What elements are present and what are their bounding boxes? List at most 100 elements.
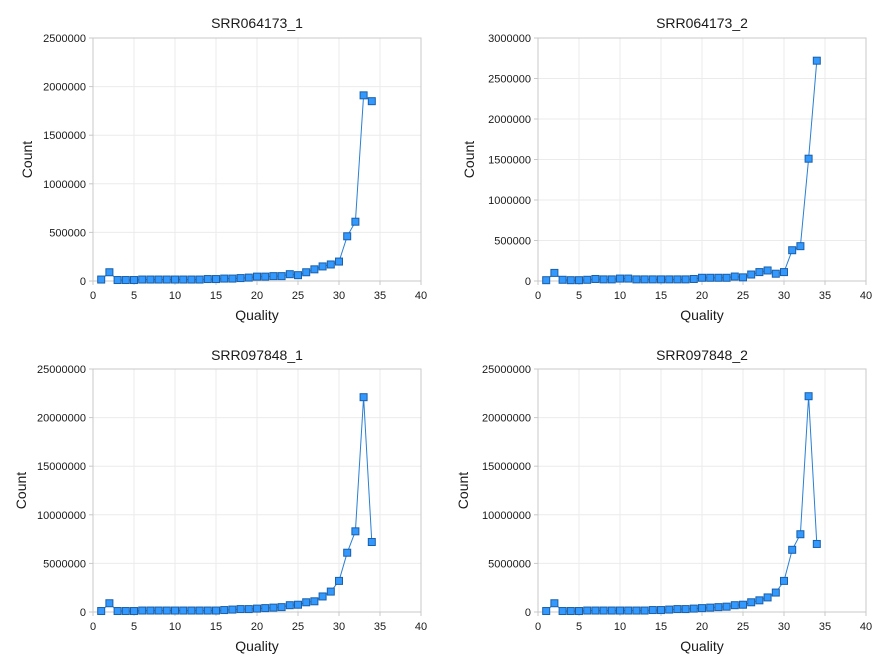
y-tick-label: 1500000 [488, 155, 531, 167]
y-tick-label: 10000000 [37, 510, 86, 522]
data-point [730, 601, 739, 610]
y-tick-label: 1500000 [43, 130, 86, 142]
x-tick-label: 15 [655, 621, 667, 633]
data-point [253, 604, 261, 613]
data-point [138, 275, 147, 284]
y-tick-label: 25000000 [482, 364, 531, 376]
y-axis-label: Count [461, 141, 477, 178]
data-point [105, 268, 114, 277]
data-point [220, 606, 229, 615]
data-point [648, 606, 657, 615]
data-point [706, 603, 715, 612]
data-point [359, 393, 368, 402]
x-tick-label: 40 [860, 290, 872, 302]
x-tick-label: 5 [576, 621, 582, 633]
data-point [318, 592, 327, 601]
data-point [747, 598, 756, 607]
data-point [285, 270, 294, 279]
data-point [550, 599, 559, 608]
x-tick-label: 20 [696, 621, 708, 633]
x-tick-label: 0 [535, 290, 541, 302]
data-point [673, 605, 682, 614]
data-point [616, 274, 624, 283]
data-point [698, 604, 706, 613]
data-point [343, 548, 352, 557]
data-point [310, 597, 319, 606]
data-point [367, 538, 376, 547]
data-point [706, 273, 715, 282]
x-tick-label: 10 [614, 290, 626, 302]
data-point [681, 275, 690, 284]
data-point [722, 602, 731, 611]
x-tick-label: 20 [251, 621, 263, 633]
data-point [302, 598, 311, 607]
chart-title: SRR064173_2 [656, 15, 748, 31]
data-point [788, 246, 797, 255]
data-point [780, 268, 788, 277]
x-tick-label: 30 [778, 290, 790, 302]
data-point [714, 603, 723, 612]
data-point [714, 273, 723, 282]
data-point [689, 604, 698, 613]
data-point [763, 266, 772, 275]
data-point [294, 600, 302, 609]
x-tick-label: 5 [131, 621, 137, 633]
series-line [100, 397, 373, 612]
data-point [698, 273, 706, 282]
data-point [171, 275, 179, 284]
data-point [739, 273, 747, 282]
x-tick-label: 10 [169, 621, 181, 633]
data-point [575, 276, 583, 285]
y-tick-label: 0 [525, 607, 531, 619]
data-point [575, 607, 583, 616]
x-axis-label: Quality [235, 307, 279, 323]
data-point [780, 576, 788, 585]
data-point [351, 527, 360, 536]
x-tick-label: 25 [292, 290, 304, 302]
data-point [566, 276, 575, 285]
chart-panel-2: 0 5 10 15 20 25 30 35 40 0 500000 1000000 1500000 200… [461, 15, 872, 323]
chart-panel-4: 0 5 10 15 20 25 30 35 40 0 5000000 10000000 15000000… [455, 347, 872, 654]
data-point [812, 56, 821, 65]
x-tick-label: 0 [90, 290, 96, 302]
data-point [624, 606, 633, 615]
data-point [244, 273, 253, 282]
x-tick-label: 40 [415, 621, 427, 633]
data-point [681, 605, 690, 614]
x-tick-label: 5 [131, 290, 137, 302]
data-point [261, 604, 270, 613]
data-point [236, 274, 245, 283]
data-point [640, 606, 649, 615]
data-point [632, 275, 641, 284]
data-point [228, 274, 237, 283]
x-tick-label: 30 [333, 290, 345, 302]
data-point [673, 275, 682, 284]
y-tick-label: 5000000 [488, 558, 531, 570]
data-point [195, 275, 204, 284]
data-point [583, 275, 592, 284]
data-point [558, 607, 567, 616]
x-tick-label: 25 [737, 290, 749, 302]
x-axis-label: Quality [680, 638, 724, 654]
y-tick-label: 500000 [494, 236, 531, 248]
data-point [113, 276, 122, 285]
data-point [121, 607, 130, 616]
y-tick-label: 0 [525, 276, 531, 288]
series-line [100, 94, 373, 281]
y-tick-label: 20000000 [482, 413, 531, 425]
data-point [187, 606, 196, 615]
data-point [179, 606, 188, 615]
chart-title: SRR097848_2 [656, 347, 748, 363]
data-point [755, 596, 764, 605]
data-point [130, 607, 138, 616]
data-point [624, 274, 633, 283]
y-tick-label: 1000000 [488, 195, 531, 207]
data-point [261, 272, 270, 281]
data-point [730, 272, 739, 281]
y-axis-label: Count [455, 472, 471, 509]
data-point [566, 607, 575, 616]
data-point [739, 600, 747, 609]
data-point [121, 276, 130, 285]
x-tick-label: 25 [737, 621, 749, 633]
x-tick-label: 0 [90, 621, 96, 633]
